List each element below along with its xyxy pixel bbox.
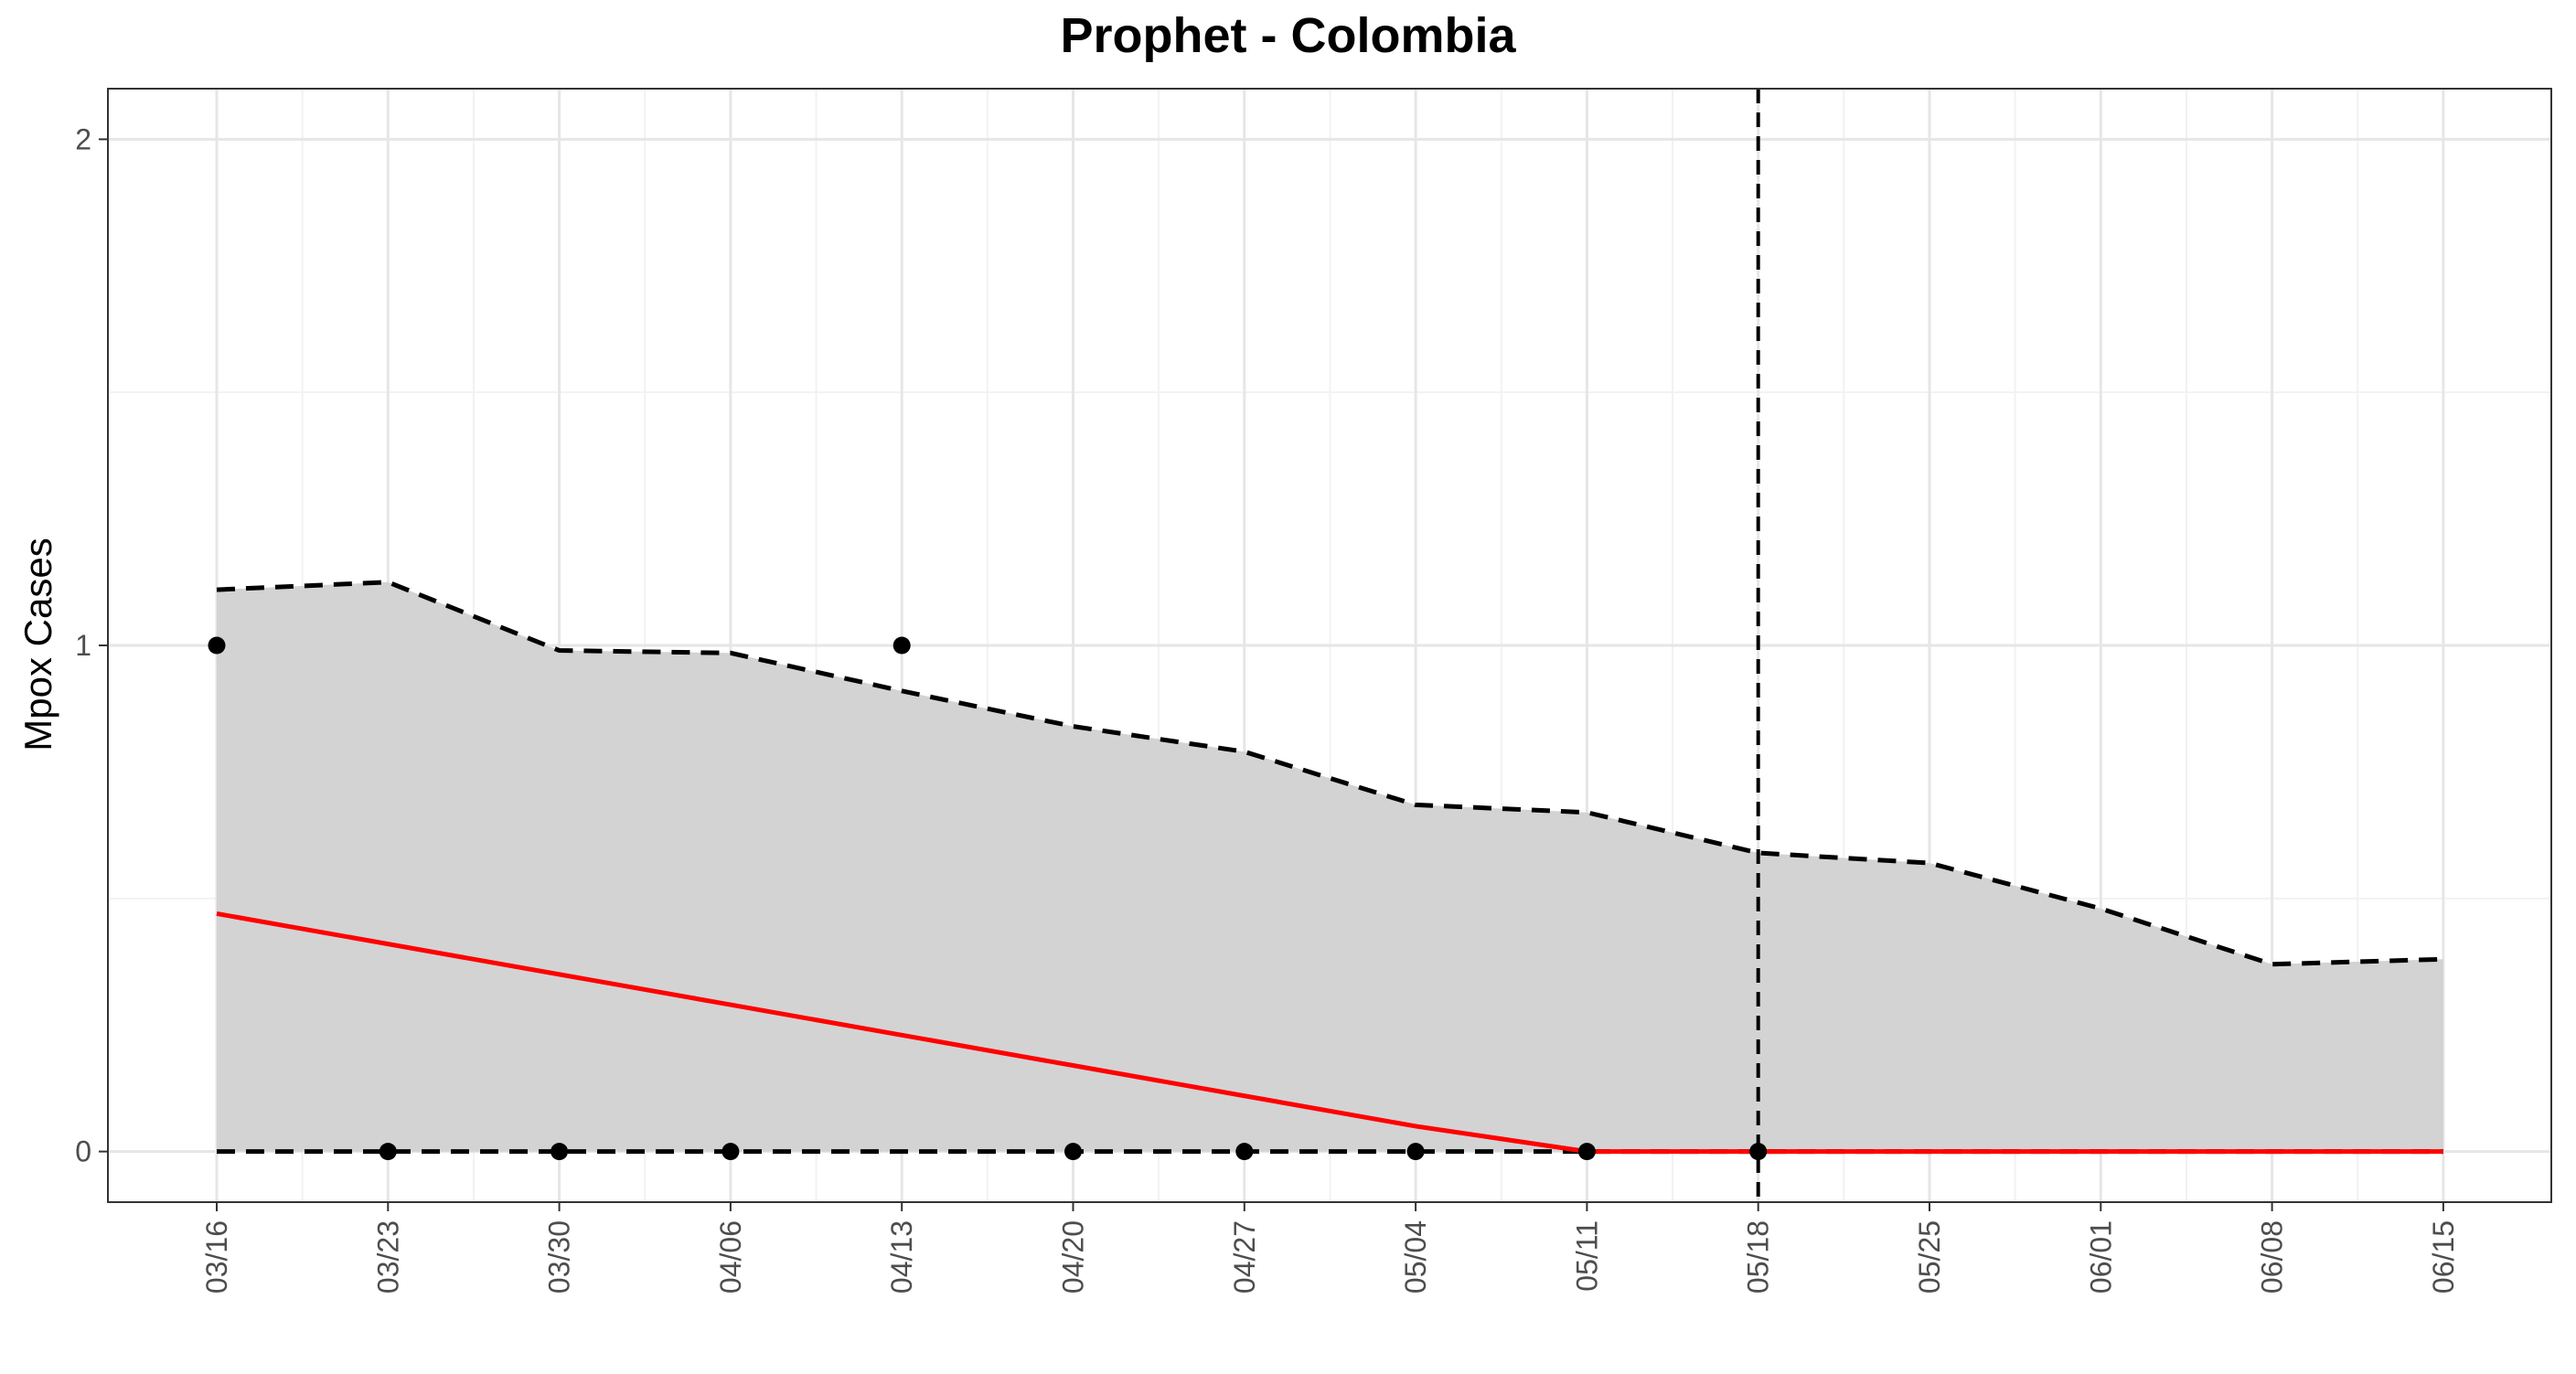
x-tick-label: 03/30 xyxy=(543,1220,576,1294)
observed-points xyxy=(208,636,1768,1161)
x-tick-label: 03/16 xyxy=(200,1220,233,1294)
data-point xyxy=(1406,1143,1425,1161)
x-axis: 03/16 03/23 03/30 04/06 04/13 04/20 04/27 05/04… xyxy=(200,1202,2460,1294)
data-point xyxy=(893,636,911,655)
x-tick-label: 05/25 xyxy=(1913,1220,1946,1294)
interval-band xyxy=(217,581,2443,1152)
x-tick-label: 06/15 xyxy=(2427,1220,2460,1294)
data-point xyxy=(721,1143,740,1161)
chart-title: Prophet - Colombia xyxy=(1060,8,1516,63)
forecast-series xyxy=(216,911,2443,1155)
data-point xyxy=(379,1143,397,1161)
x-tick-label: 04/06 xyxy=(714,1220,747,1294)
data-point xyxy=(550,1143,569,1161)
x-tick-label: 05/04 xyxy=(1399,1220,1432,1294)
upper-bound-line xyxy=(216,580,2443,967)
x-tick-label: 04/13 xyxy=(885,1220,918,1294)
x-tick-label: 06/08 xyxy=(2256,1220,2289,1294)
data-point xyxy=(1749,1143,1768,1161)
data-point xyxy=(1235,1143,1254,1161)
data-point xyxy=(1577,1143,1596,1161)
data-point xyxy=(208,636,226,655)
x-tick-label: 05/11 xyxy=(1570,1220,1603,1292)
y-tick-label: 2 xyxy=(75,122,91,155)
data-point xyxy=(1064,1143,1082,1161)
y-tick-label: 1 xyxy=(75,629,91,662)
forecast-line xyxy=(216,911,2443,1155)
x-tick-label: 04/20 xyxy=(1057,1220,1090,1294)
y-tick-label: 0 xyxy=(75,1135,91,1168)
x-tick-label: 05/18 xyxy=(1742,1220,1775,1294)
x-tick-label: 03/23 xyxy=(371,1220,404,1294)
x-tick-label: 06/01 xyxy=(2084,1220,2117,1294)
y-axis: 0 1 2 xyxy=(75,122,108,1168)
x-tick-label: 04/27 xyxy=(1228,1220,1261,1294)
prediction-interval xyxy=(217,581,2443,1152)
